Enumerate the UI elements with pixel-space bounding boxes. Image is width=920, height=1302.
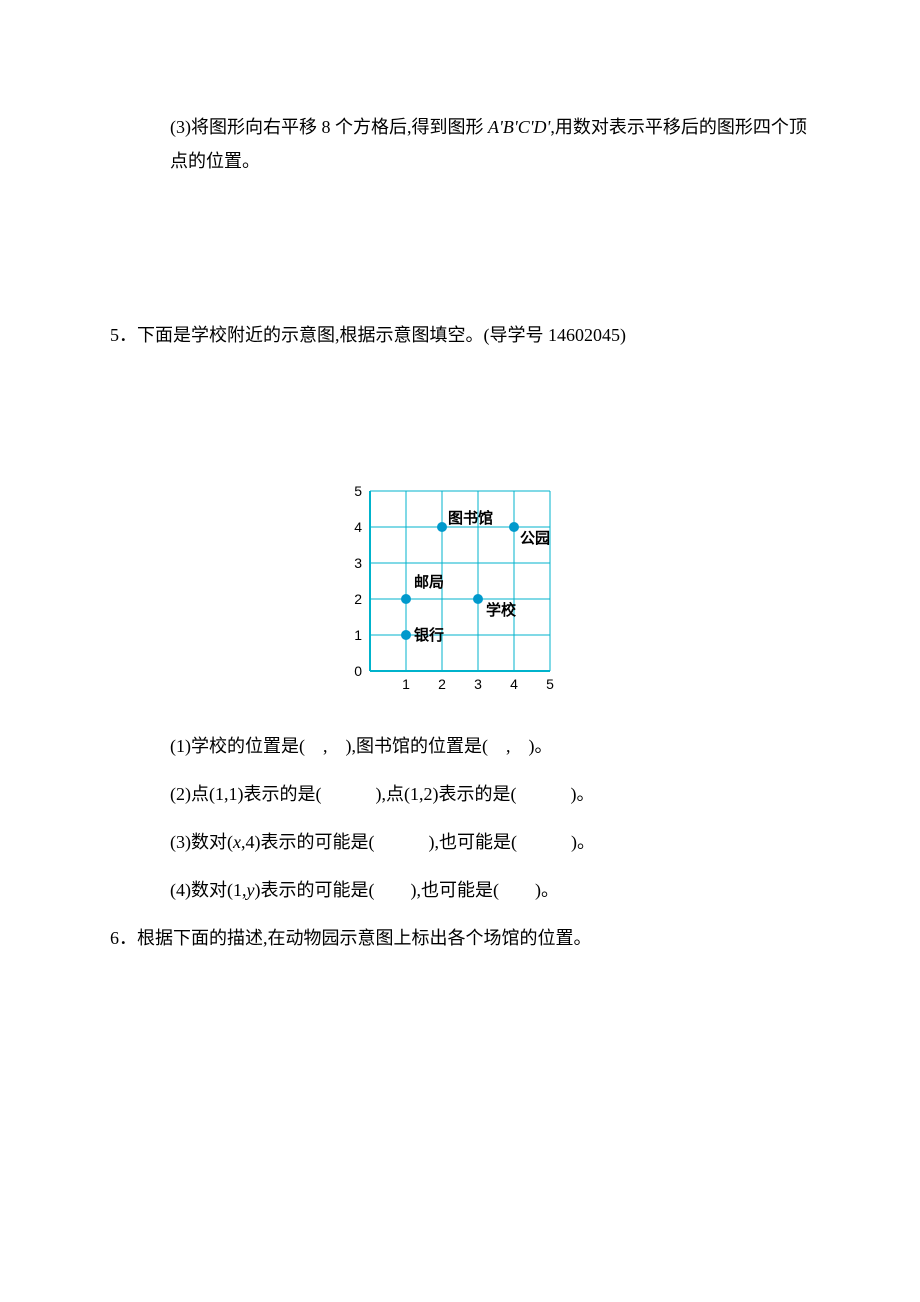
spacer bbox=[110, 859, 810, 873]
spacer bbox=[110, 763, 810, 777]
q5-item-4-mid: )表示的可能是( ),也可能是( )。 bbox=[254, 880, 558, 900]
q4-part3: (3)将图形向右平移 8 个方格后,得到图形 A'B'C'D',用数对表示平移后… bbox=[110, 110, 810, 178]
spacer bbox=[110, 353, 810, 463]
q5-item-3-mid: ,4)表示的可能是( ),也可能是( )。 bbox=[241, 832, 595, 852]
variable-x: x bbox=[233, 832, 241, 852]
q5-item-4-pre: (4)数对(1, bbox=[170, 880, 246, 900]
svg-text:4: 4 bbox=[510, 676, 518, 692]
spacer bbox=[110, 907, 810, 921]
q4-part3-prefix: (3)将图形向右平移 8 个方格后,得到图形 bbox=[170, 117, 488, 137]
q5-item-1: (1)学校的位置是( , ),图书馆的位置是( , )。 bbox=[110, 729, 810, 763]
q5-item-2: (2)点(1,1)表示的是( ),点(1,2)表示的是( )。 bbox=[110, 777, 810, 811]
q5-chart-container: 0 1 2 3 4 5 1 2 3 4 5 银行 邮局学校 图书馆公园 bbox=[110, 481, 810, 701]
svg-text:1: 1 bbox=[402, 676, 410, 692]
svg-text:2: 2 bbox=[438, 676, 446, 692]
svg-text:5: 5 bbox=[546, 676, 554, 692]
spacer bbox=[110, 178, 810, 318]
q6-heading: 6．根据下面的描述,在动物园示意图上标出各个场馆的位置。 bbox=[110, 921, 810, 955]
svg-text:图书馆: 图书馆 bbox=[448, 509, 493, 527]
svg-text:0: 0 bbox=[354, 663, 362, 679]
svg-text:邮局: 邮局 bbox=[414, 573, 444, 591]
svg-text:1: 1 bbox=[354, 627, 362, 643]
q5-item-3-pre: (3)数对( bbox=[170, 832, 233, 852]
svg-text:3: 3 bbox=[354, 555, 362, 571]
q4-part3-italic: A'B'C'D' bbox=[488, 117, 550, 137]
svg-text:2: 2 bbox=[354, 591, 362, 607]
svg-text:学校: 学校 bbox=[486, 601, 517, 619]
spacer bbox=[110, 811, 810, 825]
svg-text:公园: 公园 bbox=[520, 530, 550, 547]
q5-item-4: (4)数对(1,y)表示的可能是( ),也可能是( )。 bbox=[110, 873, 810, 907]
svg-text:5: 5 bbox=[354, 483, 362, 499]
svg-text:银行: 银行 bbox=[414, 626, 444, 644]
q5-item-3: (3)数对(x,4)表示的可能是( ),也可能是( )。 bbox=[110, 825, 810, 859]
svg-text:4: 4 bbox=[354, 519, 362, 535]
grid-chart-svg: 0 1 2 3 4 5 1 2 3 4 5 银行 邮局学校 图书馆公园 bbox=[340, 481, 580, 701]
q5-chart: 0 1 2 3 4 5 1 2 3 4 5 银行 邮局学校 图书馆公园 bbox=[340, 481, 580, 701]
q5-heading: 5．下面是学校附近的示意图,根据示意图填空。(导学号 14602045) bbox=[110, 318, 810, 352]
page-body: (3)将图形向右平移 8 个方格后,得到图形 A'B'C'D',用数对表示平移后… bbox=[0, 0, 920, 1016]
svg-text:3: 3 bbox=[474, 676, 482, 692]
